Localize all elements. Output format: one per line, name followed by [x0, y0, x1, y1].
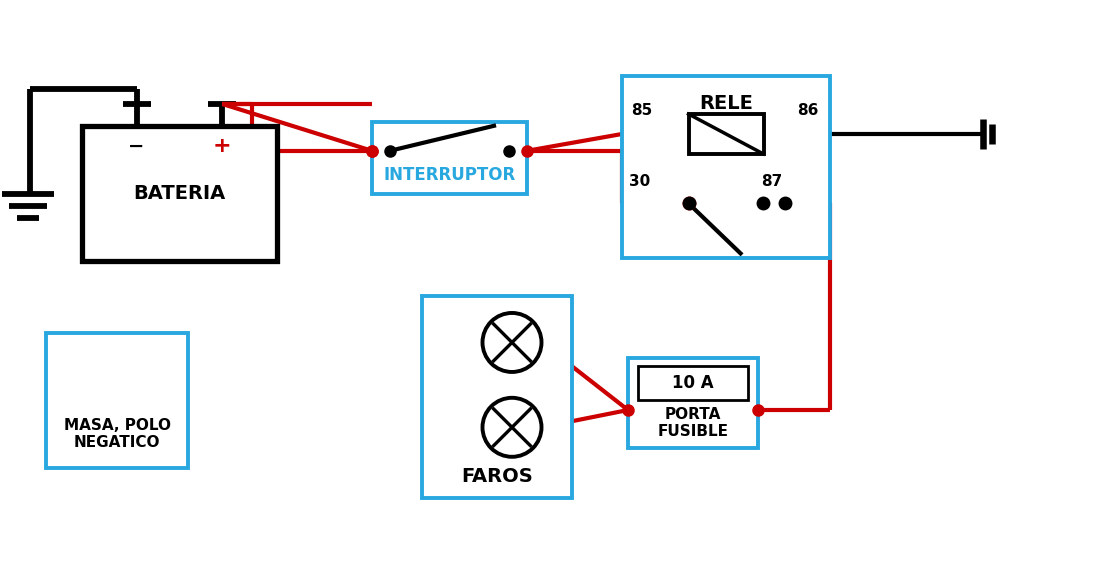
Text: MASA, POLO
NEGATICO: MASA, POLO NEGATICO: [63, 418, 171, 451]
Bar: [46, 333, 188, 468]
Text: BATERIA: BATERIA: [133, 184, 225, 203]
Text: FAROS: FAROS: [461, 467, 533, 486]
Text: 30: 30: [630, 174, 650, 190]
Bar: [372, 122, 527, 194]
Bar: [638, 366, 748, 400]
Text: 86: 86: [797, 103, 819, 118]
Bar: [82, 126, 277, 261]
Bar: [628, 358, 759, 448]
Text: RELE: RELE: [700, 94, 753, 113]
Text: 87: 87: [761, 174, 783, 190]
Bar: [689, 114, 764, 154]
Text: 85: 85: [632, 103, 653, 118]
Text: INTERRUPTOR: INTERRUPTOR: [384, 166, 516, 184]
Bar: [422, 296, 572, 498]
Text: 10 A: 10 A: [672, 374, 714, 392]
Text: −: −: [128, 136, 144, 156]
Text: PORTA
FUSIBLE: PORTA FUSIBLE: [658, 406, 729, 439]
Text: +: +: [213, 136, 232, 156]
Bar: [622, 76, 830, 258]
